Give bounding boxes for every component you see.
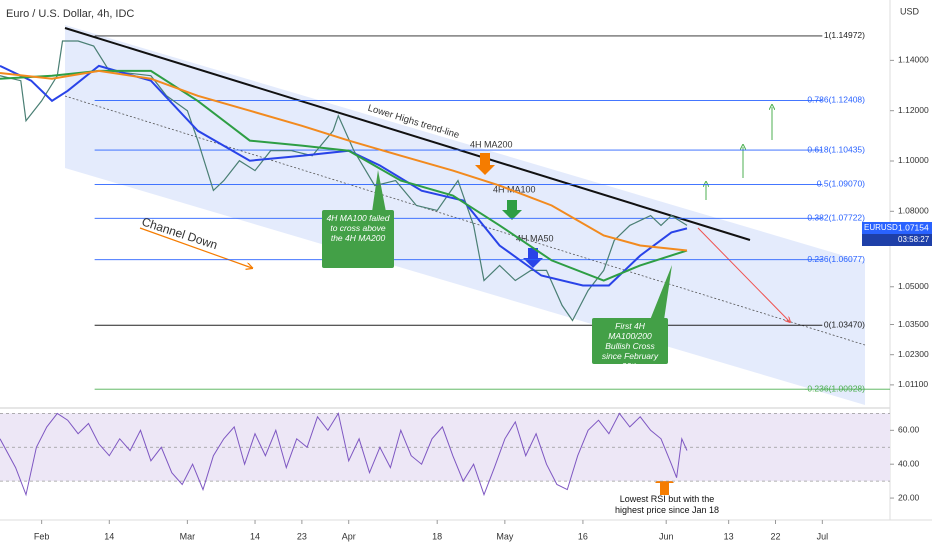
series-line: [0, 412, 688, 497]
price-tag: [862, 222, 932, 234]
box-pointer: [650, 265, 672, 320]
x-tick-label: 13: [724, 531, 734, 541]
fib-label: 0(1.03470): [824, 320, 865, 330]
y-tick-label: 1.08000: [898, 206, 929, 216]
fib-label: 1(1.14972): [824, 30, 865, 40]
x-tick-label: 18: [432, 531, 442, 541]
x-tick-label: 14: [104, 531, 114, 541]
fib-label: 0.236(1.06077): [807, 254, 865, 264]
x-tick-label: Jul: [817, 531, 829, 541]
x-tick-label: May: [496, 531, 514, 541]
trend-line: [64, 27, 751, 241]
fib-label: -0.236(1.00928): [805, 383, 866, 393]
y-tick-label: 20.00: [898, 492, 920, 502]
series-line: [0, 69, 688, 252]
x-tick-label: 14: [250, 531, 260, 541]
y-tick-label: 1.14000: [898, 55, 929, 65]
ma100-arrow: [502, 200, 522, 220]
countdown-tag: [862, 234, 932, 246]
drawings: [0, 0, 932, 524]
ma-label: 4H MA100: [493, 184, 536, 194]
annotation: Lowest RSI but with the highest price si…: [614, 494, 720, 515]
y-tick-label: 1.03500: [898, 319, 929, 329]
axis-label: USD: [900, 6, 920, 16]
x-tick-label: 22: [770, 531, 780, 541]
ma-label: 4H MA50: [516, 233, 554, 243]
y-tick-label: 1.10000: [898, 155, 929, 165]
channel: [65, 25, 865, 405]
series-line: [0, 40, 688, 322]
x-tick-label: 16: [578, 531, 588, 541]
last-price: 1.07154: [898, 222, 929, 232]
channel-arrow: [139, 227, 252, 268]
annotation-box: 4H MA100 failed to cross above the 4H MA…: [322, 210, 394, 268]
countdown: 03:58:27: [898, 235, 930, 244]
x-tick-label: Mar: [180, 531, 196, 541]
y-tick-label: 60.00: [898, 425, 920, 435]
ma50-arrow: [523, 248, 543, 268]
x-tick-label: 23: [297, 531, 307, 541]
x-tick-label: Feb: [34, 531, 50, 541]
x-tick-label: Jun: [659, 531, 674, 541]
fib-label: 0.5(1.09070): [817, 179, 865, 189]
symbol: EURUSD: [864, 223, 898, 232]
series-line: [0, 64, 688, 287]
y-tick-label: 1.01100: [898, 379, 928, 389]
fib-label: 0.618(1.10435): [807, 144, 865, 154]
chart-title: Euro / U.S. Dollar, 4h, IDC: [6, 8, 134, 20]
y-tick-label: 1.05000: [898, 281, 929, 291]
y-tick-label: 40.00: [898, 458, 920, 468]
annotation-box: First 4H MA100/200 Bullish Cross since F…: [592, 318, 668, 371]
y-tick-label: 1.02300: [898, 349, 929, 359]
series-line: [0, 69, 688, 282]
annotation: Channel Down: [140, 215, 219, 253]
ma-label: 4H MA200: [470, 139, 513, 149]
box-pointer: [372, 170, 386, 212]
y-tick-label: 1.12000: [898, 105, 929, 115]
x-tick-label: Apr: [342, 531, 356, 541]
projection-arrow: [697, 227, 790, 322]
fib-label: 0.786(1.12408): [807, 95, 865, 105]
ma200-arrow: [475, 153, 495, 175]
fib-label: 0.382(1.07722): [807, 213, 865, 223]
